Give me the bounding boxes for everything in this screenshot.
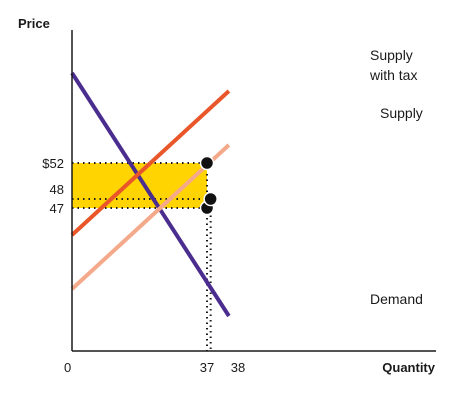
point-38-48: [203, 191, 218, 207]
series-line-demand: [70, 71, 231, 318]
y-tick-52: $52: [42, 156, 64, 171]
equilibrium-points: [199, 155, 218, 216]
y-tick-48: 48: [50, 182, 64, 197]
label-supply-with-tax-2: with tax: [369, 67, 417, 83]
series-line-supply: [70, 143, 231, 291]
x-axis-title: Quantity: [382, 360, 435, 375]
label-supply-with-tax: Supply: [370, 47, 413, 63]
series-lines: [70, 71, 231, 318]
dotted-guides: [72, 162, 212, 351]
x-tick-38: 38: [231, 360, 245, 375]
origin-label: 0: [64, 360, 71, 375]
x-tick-37: 37: [200, 360, 214, 375]
label-demand: Demand: [370, 291, 423, 307]
series-line-supply-with-tax: [70, 89, 231, 237]
y-axis-title: Price: [18, 16, 50, 31]
y-tick-47: 47: [50, 201, 64, 216]
label-supply: Supply: [380, 105, 423, 121]
point-37-52: [199, 155, 215, 171]
